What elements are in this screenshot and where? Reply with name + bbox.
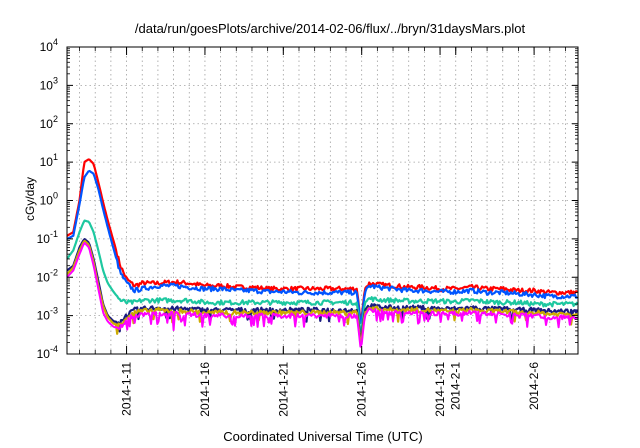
series-line bbox=[67, 169, 578, 325]
x-tick-label: 2014-2-6 bbox=[527, 362, 541, 410]
series-line bbox=[67, 238, 578, 340]
x-tick-label: 2014-1-16 bbox=[198, 362, 212, 417]
series-line bbox=[67, 241, 578, 348]
x-tick-label: 2014-2-1 bbox=[449, 362, 463, 410]
x-tick-label: 2014-1-31 bbox=[433, 362, 447, 417]
x-axis-label: Coordinated Universal Time (UTC) bbox=[223, 429, 422, 444]
series-line bbox=[67, 239, 578, 345]
y-tick-label: 100 bbox=[40, 191, 58, 208]
y-tick-label: 102 bbox=[40, 114, 58, 131]
y-tick-label: 10-3 bbox=[37, 306, 58, 323]
y-tick-label: 104 bbox=[40, 37, 58, 54]
plot-frame bbox=[66, 46, 579, 355]
series-line bbox=[67, 158, 578, 321]
series-group bbox=[67, 158, 578, 348]
y-tick-label: 10-4 bbox=[37, 344, 58, 361]
y-axis-label: cGy/day bbox=[23, 177, 37, 221]
y-tick-label: 10-1 bbox=[37, 229, 58, 246]
y-tick-label: 103 bbox=[40, 75, 58, 92]
y-tick-label: 10-2 bbox=[37, 267, 58, 284]
chart-title: /data/run/goesPlots/archive/2014-02-06/f… bbox=[135, 21, 526, 36]
grid bbox=[67, 47, 578, 354]
x-tick-label: 2014-1-11 bbox=[120, 362, 134, 416]
y-tick-label: 101 bbox=[40, 152, 58, 169]
x-tick-label: 2014-1-21 bbox=[276, 362, 290, 417]
axes: 10-4 10-3 10-2 10-1 100 101 102 103 104 2014-1-11… bbox=[37, 37, 579, 417]
x-tick-label: 2014-1-26 bbox=[355, 362, 369, 417]
series-line bbox=[67, 219, 578, 333]
